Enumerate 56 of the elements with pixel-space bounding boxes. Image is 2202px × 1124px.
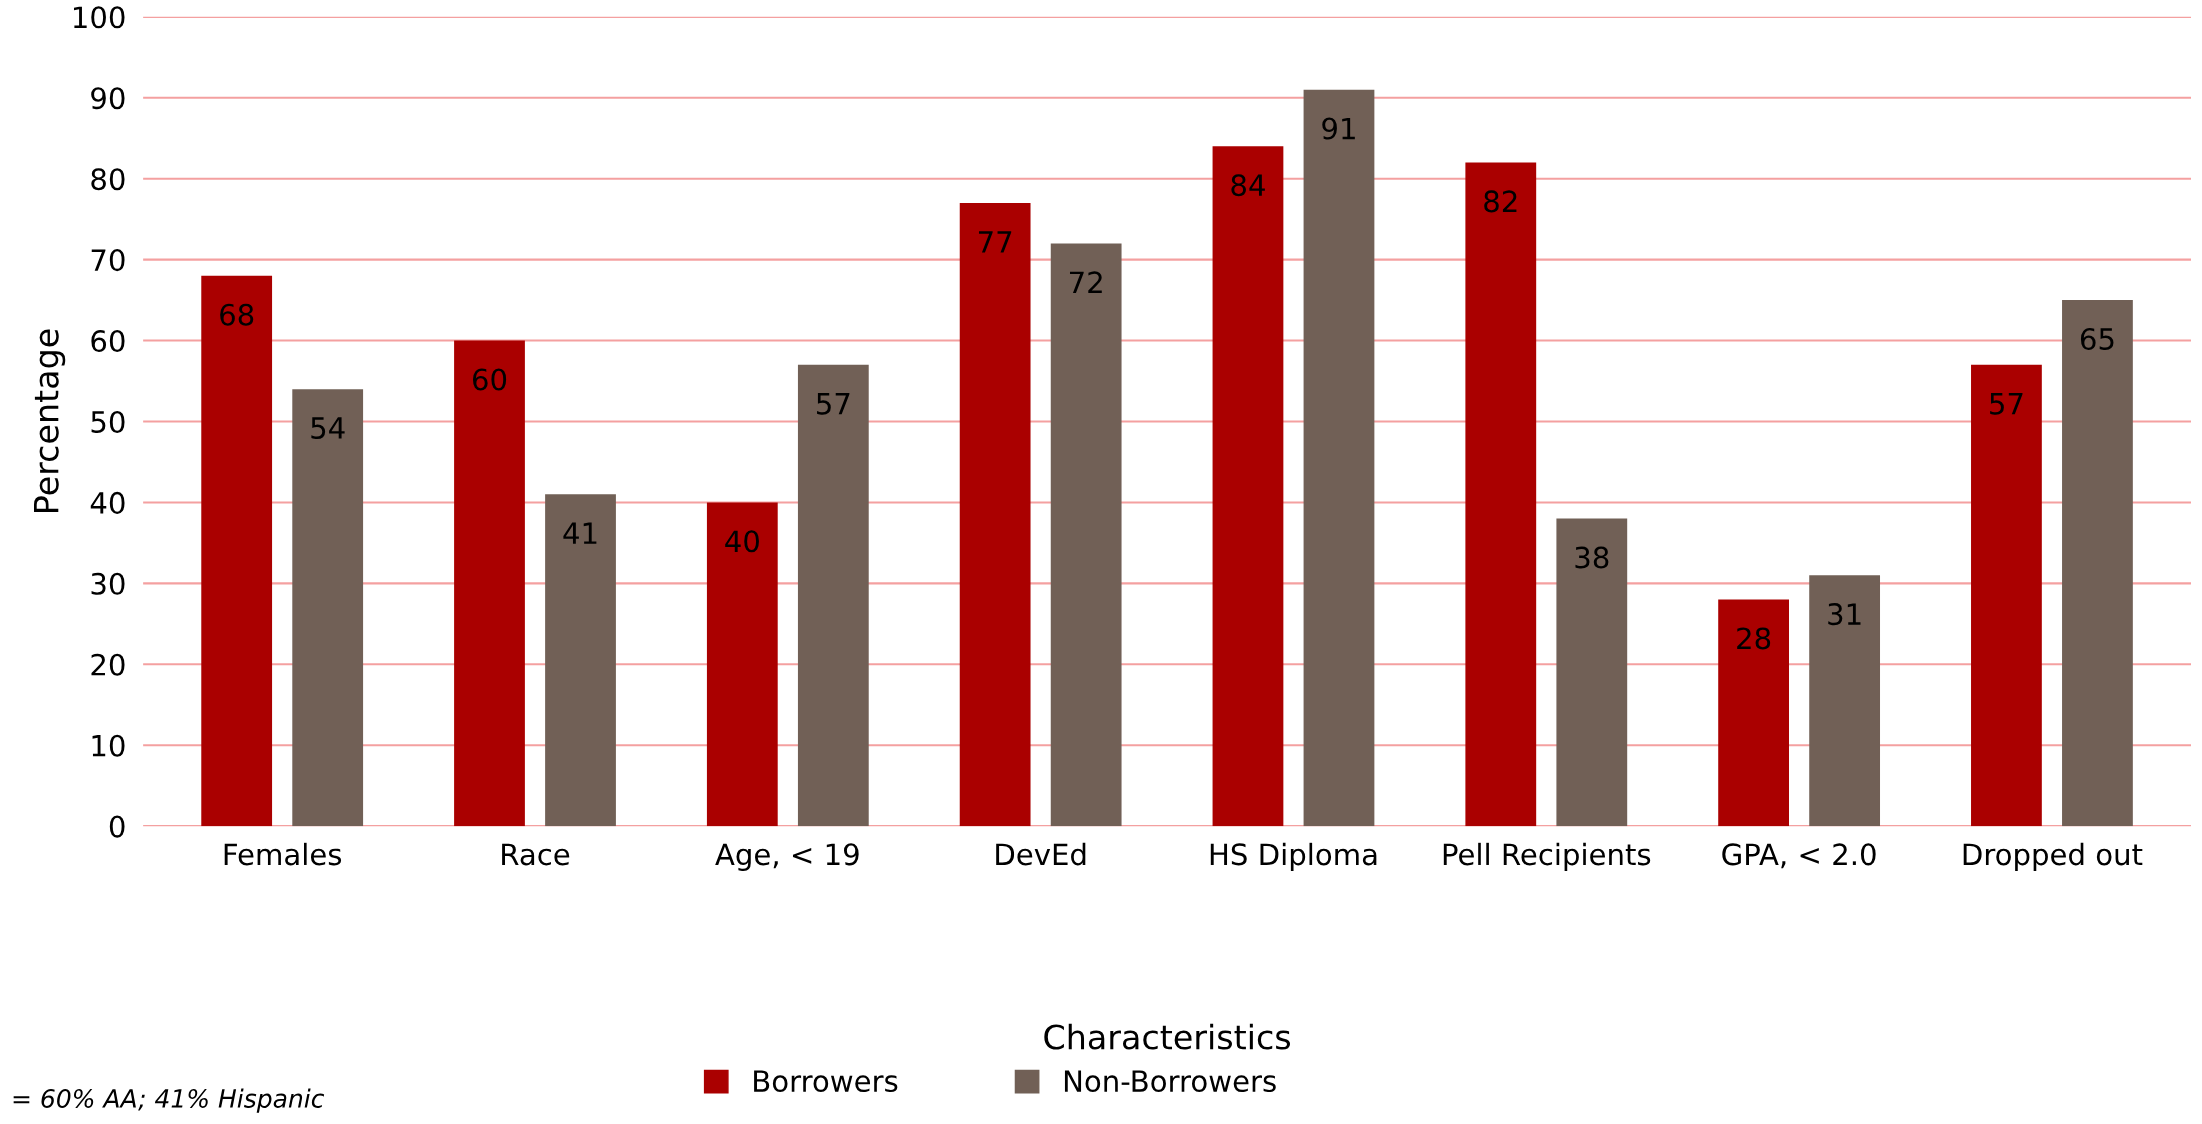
text: = 60% AA; 41% Hispanic [13, 1088, 325, 1113]
data-label: 40 [725, 530, 759, 553]
y-tick-label: 90 [91, 87, 125, 110]
bar [545, 494, 616, 827]
y-tick-label: 20 [91, 653, 125, 676]
data-label: 31 [1828, 603, 1861, 626]
y-tick-label: 60 [91, 330, 125, 353]
bar [2062, 300, 2133, 827]
y-tick-label: 40 [90, 491, 125, 514]
data-label: 38 [1575, 546, 1609, 569]
y-axis-title: Percentage [34, 329, 66, 512]
data-label: 82 [1484, 190, 1517, 213]
x-tick-label: DevEd [996, 842, 1086, 866]
x-tick-label: Dropped out [1963, 842, 2143, 872]
y-tick-label: 100 [74, 6, 125, 29]
bar [1303, 89, 1375, 827]
data-label: 54 [311, 417, 345, 440]
bar [959, 202, 1031, 827]
x-tick-label: Pell Recipients [1443, 842, 1651, 872]
bar [454, 340, 525, 827]
data-label: 91 [1322, 117, 1355, 140]
bar [1556, 518, 1628, 827]
data-label: 68 [220, 303, 254, 326]
y-tick-label: 30 [91, 572, 125, 595]
y-tick-label: 10 [92, 734, 125, 757]
bar [1718, 599, 1789, 827]
data-label: 72 [1069, 271, 1102, 293]
y-tick-label: 70 [91, 249, 125, 272]
bar [1212, 146, 1284, 827]
x-tick-label: HS Diploma [1210, 842, 1377, 872]
legend-label: Borrowers [754, 1070, 898, 1093]
data-label: 84 [1231, 174, 1265, 197]
x-tick-label: GPA, < 2.0 [1722, 843, 1876, 869]
data-label: 57 [817, 393, 850, 415]
legend-label: Non-Borrowers [1064, 1070, 1276, 1093]
data-label: 28 [1737, 627, 1771, 650]
bar [706, 502, 778, 827]
bar [1465, 162, 1537, 827]
data-label: 60 [472, 368, 507, 391]
x-axis-title: Characteristics [1044, 1023, 1291, 1050]
data-label: 77 [978, 231, 1012, 253]
bar [1050, 243, 1122, 827]
x-tick-label: Age, < 19 [715, 843, 859, 872]
data-label: 57 [1990, 393, 2023, 415]
y-tick-label: 50 [91, 410, 125, 433]
bar [201, 275, 273, 827]
data-label: 41 [563, 522, 597, 544]
x-tick-label: Females [224, 842, 342, 866]
y-tick-label: 0 [109, 815, 125, 838]
data-label: 65 [2080, 327, 2114, 351]
bar [1971, 364, 2042, 827]
bar [797, 364, 869, 827]
bar [1809, 575, 1881, 827]
x-tick-label: Race [502, 843, 570, 866]
y-tick-label: 80 [91, 168, 125, 191]
bar [292, 389, 364, 827]
